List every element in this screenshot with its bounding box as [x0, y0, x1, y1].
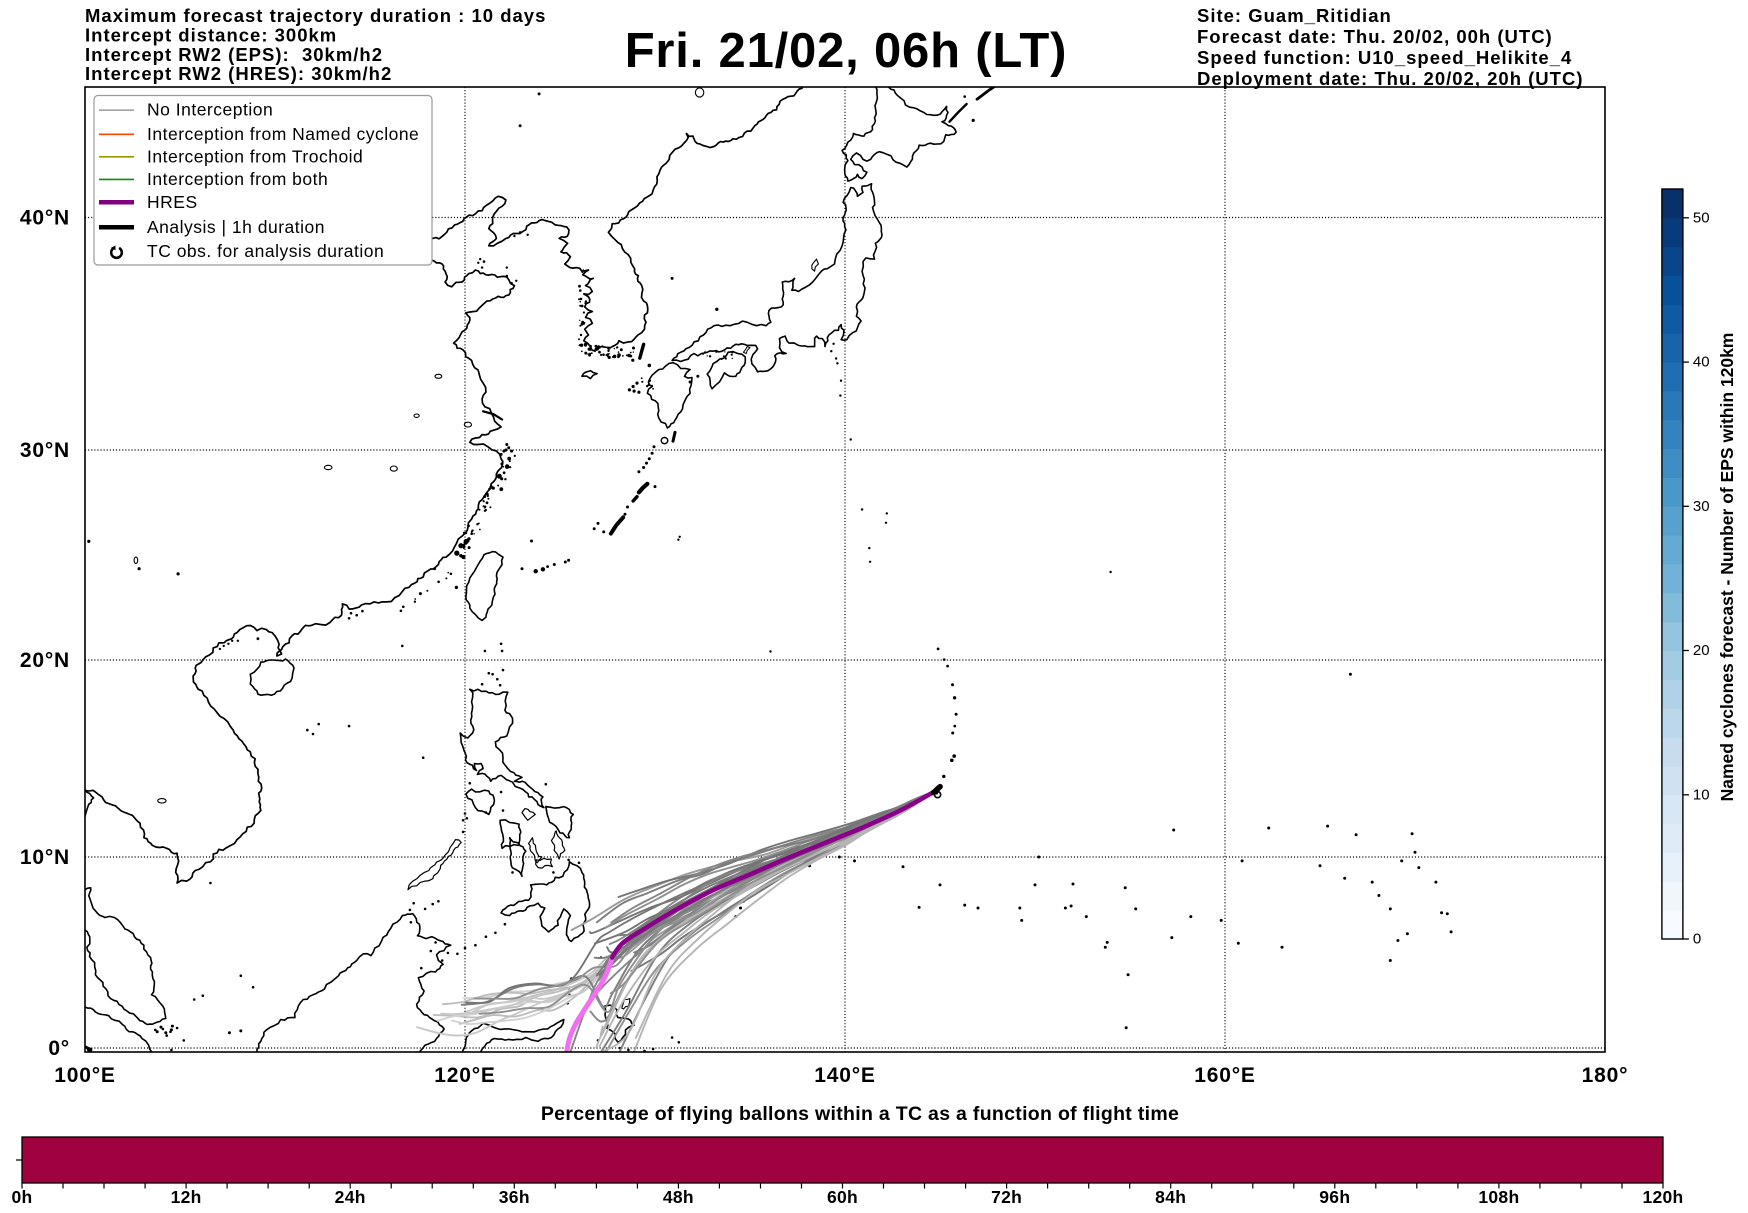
svg-text:10°N: 10°N	[20, 846, 70, 869]
svg-text:Site: Guam_Ritidian: Site: Guam_Ritidian	[1197, 5, 1392, 26]
svg-text:20°N: 20°N	[20, 649, 70, 672]
svg-text:0h: 0h	[11, 1187, 32, 1207]
svg-text:40: 40	[1693, 354, 1710, 371]
svg-text:10: 10	[1693, 786, 1710, 803]
svg-text:12h: 12h	[171, 1187, 202, 1207]
svg-text:100°E: 100°E	[54, 1064, 115, 1087]
svg-text:0: 0	[1693, 931, 1701, 948]
svg-text:Intercept distance: 300km: Intercept distance: 300km	[85, 24, 337, 45]
svg-text:160°E: 160°E	[1194, 1064, 1255, 1087]
svg-text:84h: 84h	[1155, 1187, 1186, 1207]
svg-text:Named cyclones forecast - Numb: Named cyclones forecast - Number of EPS …	[1717, 333, 1737, 802]
svg-text:Intercept RW2 (EPS): 30km/h2: Intercept RW2 (EPS): 30km/h2	[85, 44, 383, 65]
svg-text:Deployment date: Thu. 20/02, 2: Deployment date: Thu. 20/02, 20h (UTC)	[1197, 68, 1583, 89]
svg-text:120h: 120h	[1642, 1187, 1683, 1207]
svg-text:Percentage of flying ballons w: Percentage of flying ballons within a TC…	[541, 1103, 1179, 1125]
svg-text:72h: 72h	[991, 1187, 1022, 1207]
svg-text:60h: 60h	[827, 1187, 858, 1207]
svg-text:30: 30	[1693, 498, 1710, 515]
svg-text:20: 20	[1693, 642, 1710, 659]
svg-text:Speed function: U10_speed_Heli: Speed function: U10_speed_Helikite_4	[1197, 47, 1572, 68]
svg-text:Interception from Trochoid: Interception from Trochoid	[147, 146, 363, 166]
svg-text:36h: 36h	[499, 1187, 530, 1207]
svg-text:140°E: 140°E	[814, 1064, 875, 1087]
svg-text:108h: 108h	[1478, 1187, 1519, 1207]
svg-text:Intercept RW2 (HRES): 30km/h2: Intercept RW2 (HRES): 30km/h2	[85, 63, 392, 84]
svg-text:0°: 0°	[48, 1037, 70, 1060]
svg-text:30°N: 30°N	[20, 439, 70, 462]
svg-text:48h: 48h	[663, 1187, 694, 1207]
svg-text:24h: 24h	[335, 1187, 366, 1207]
svg-text:96h: 96h	[1319, 1187, 1350, 1207]
svg-text:40°N: 40°N	[20, 207, 70, 230]
svg-text:Fri. 21/02, 06h (LT): Fri. 21/02, 06h (LT)	[625, 24, 1068, 78]
svg-text:HRES: HRES	[147, 192, 198, 212]
svg-text:Interception from Named cyclon: Interception from Named cyclone	[147, 124, 419, 144]
svg-text:Analysis | 1h duration: Analysis | 1h duration	[147, 217, 325, 237]
svg-text:Maximum forecast trajectory du: Maximum forecast trajectory duration : 1…	[85, 5, 546, 26]
svg-text:50: 50	[1693, 209, 1710, 226]
svg-text:Interception from both: Interception from both	[147, 169, 328, 189]
svg-text:Forecast date: Thu. 20/02, 00h: Forecast date: Thu. 20/02, 00h (UTC)	[1197, 26, 1553, 47]
svg-text:TC obs. for analysis duration: TC obs. for analysis duration	[147, 241, 384, 261]
svg-text:180°: 180°	[1582, 1064, 1629, 1087]
svg-text:No Interception: No Interception	[147, 100, 273, 120]
svg-text:120°E: 120°E	[434, 1064, 495, 1087]
